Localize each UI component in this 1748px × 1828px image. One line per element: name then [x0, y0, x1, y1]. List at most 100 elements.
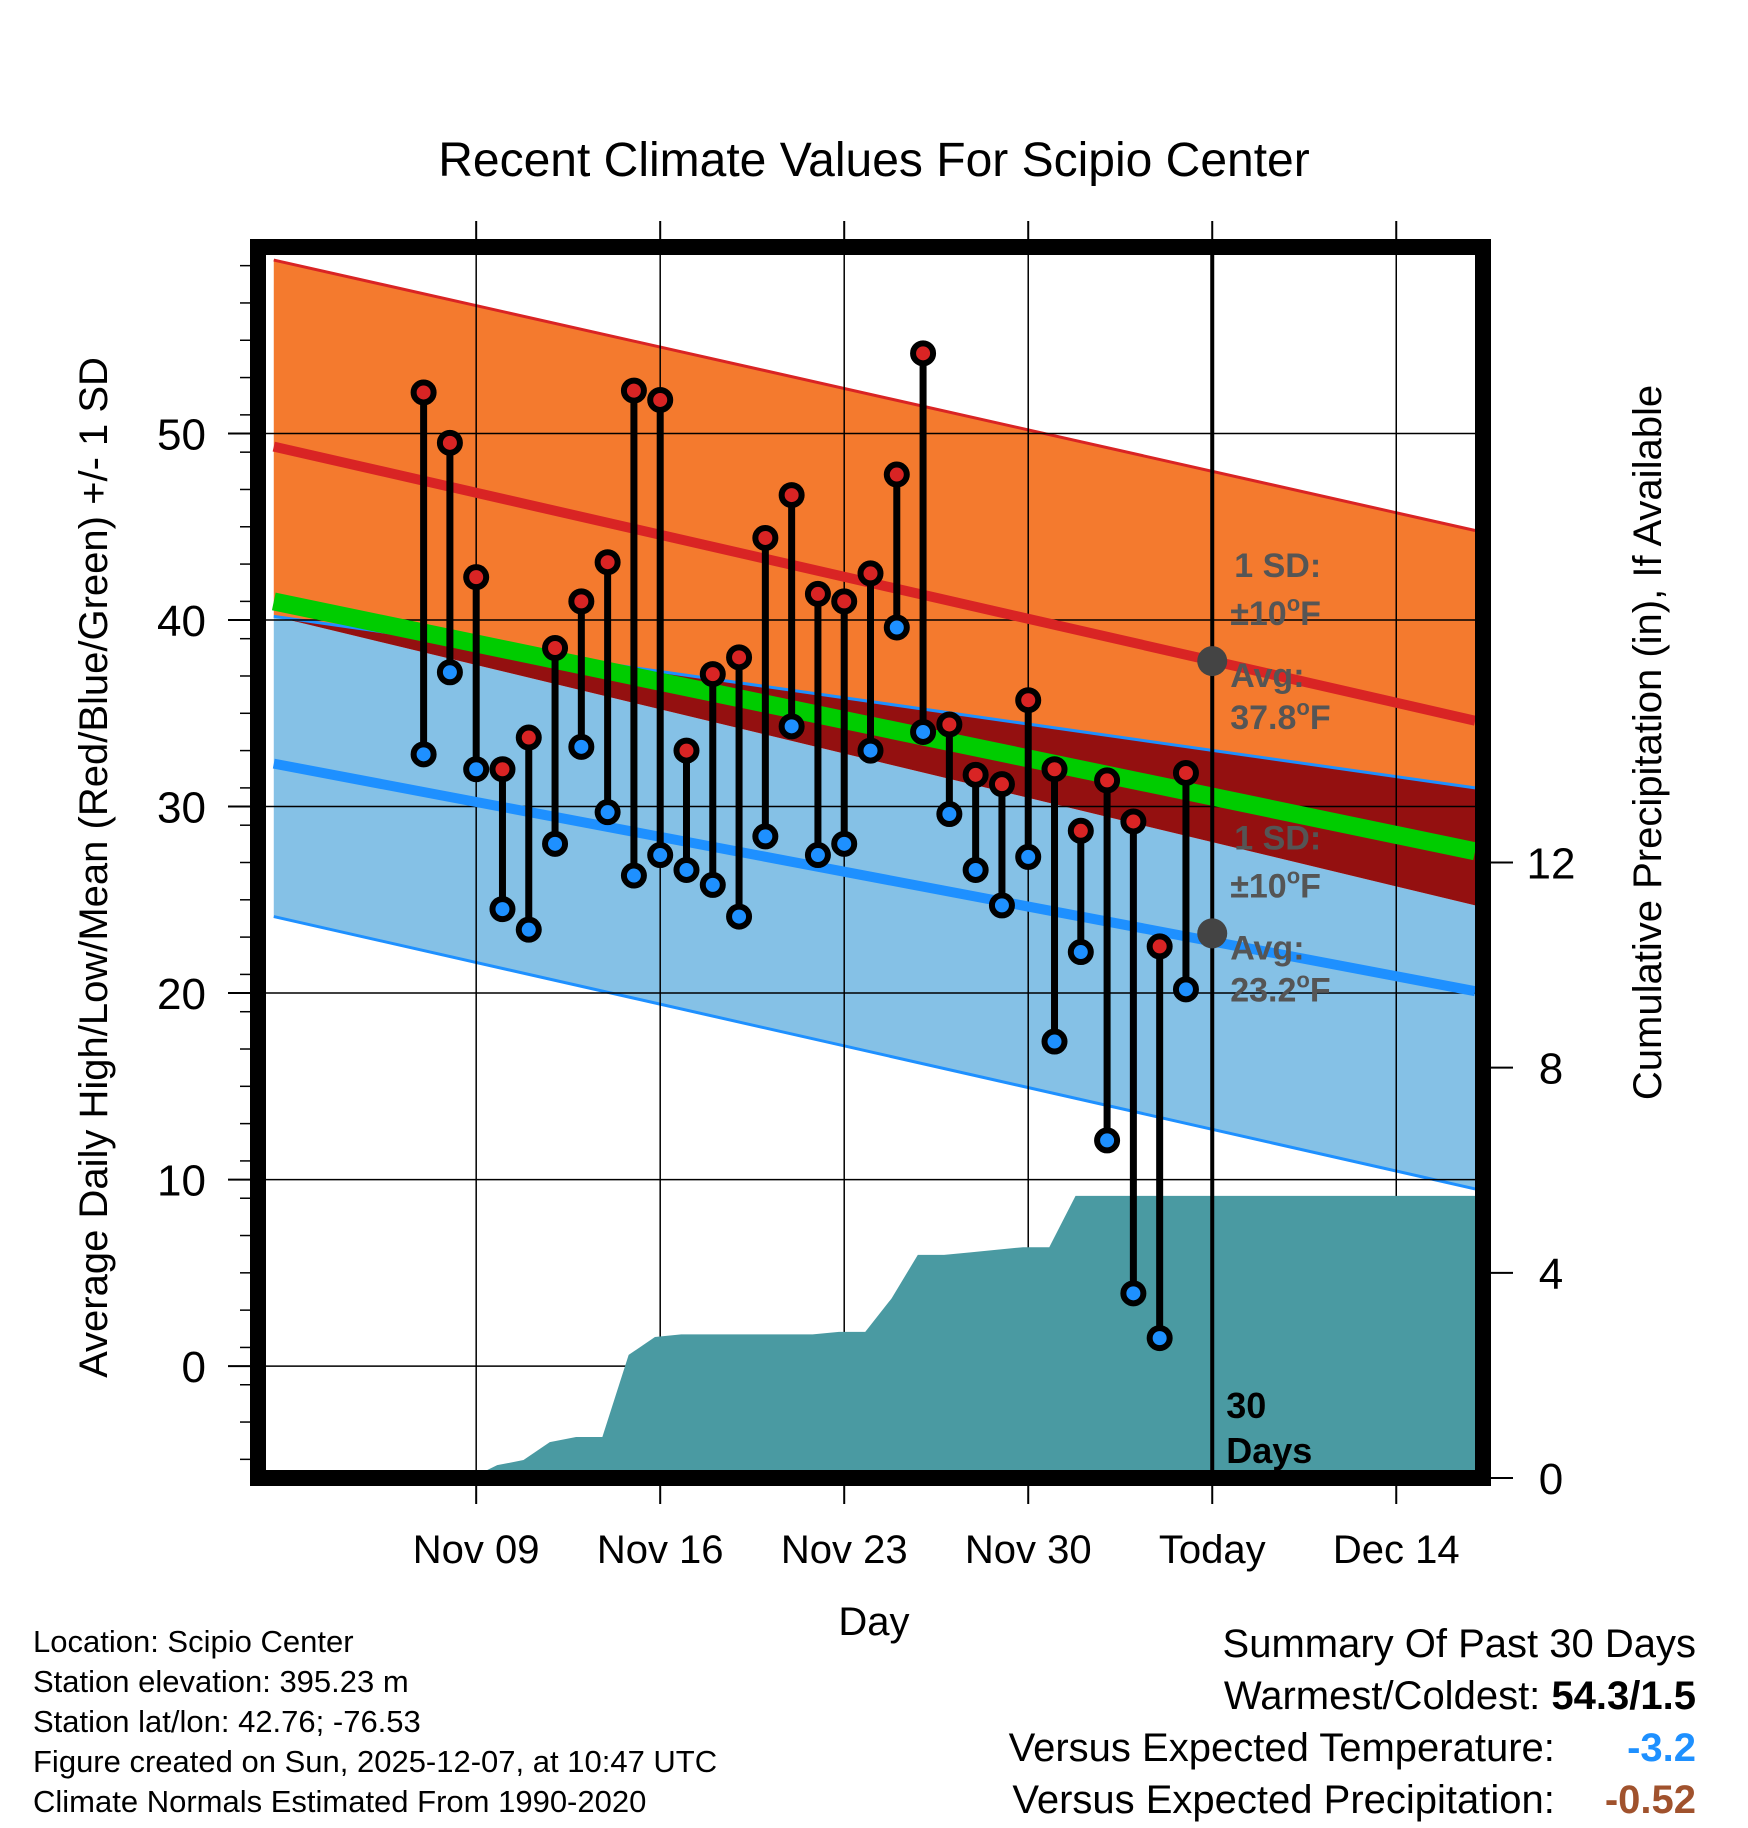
y2-tick-label: 12: [1527, 840, 1576, 889]
obs-high-point: [857, 560, 884, 587]
high-sd-upper-line: [273, 258, 1476, 532]
obs-high-point: [594, 549, 621, 576]
obs-low-point: [1120, 1280, 1147, 1307]
obs-high-point: [620, 377, 647, 404]
obs-low-point: [568, 733, 595, 760]
low-sd-band: [273, 616, 1476, 1189]
obs-high-point: [1120, 808, 1147, 835]
x-axis-label: Day: [838, 1600, 909, 1644]
today-high-avg-marker: [1197, 646, 1228, 677]
obs-high-point: [1146, 933, 1173, 960]
obs-high-point: [542, 635, 569, 662]
y2-axis-label: Cumulative Precipitation (in), If Availa…: [1626, 385, 1670, 1100]
temp-departure-label: Versus Expected Temperature:: [1008, 1726, 1555, 1770]
today-high-avg-label: Avg:: [1230, 657, 1304, 695]
created-text: Figure created on Sun, 2025-12-07, at 10…: [33, 1744, 718, 1779]
today-low-sd-value: ±10oF: [1230, 863, 1321, 905]
y-axis-label: Average Daily High/Low/Mean (Red/Blue/Gr…: [72, 357, 116, 1378]
precip-departure-row: Versus Expected Precipitation: -0.52: [1009, 1774, 1696, 1826]
obs-low-point: [1172, 976, 1199, 1003]
obs-low-point: [1067, 939, 1094, 966]
window-label-line: Days: [1226, 1430, 1312, 1471]
precip-area: [273, 1195, 1476, 1478]
precip-departure-label: Versus Expected Precipitation:: [1012, 1778, 1555, 1822]
obs-high-point: [699, 661, 726, 688]
obs-low-point: [1015, 843, 1042, 870]
obs-high-point: [936, 711, 963, 738]
precip-departure-value: -0.52: [1604, 1778, 1696, 1822]
temp-departure-row: Versus Expected Temperature: -3.2: [1009, 1722, 1696, 1774]
x-tick-label: Dec 14: [1333, 1528, 1460, 1572]
latlon-text: Station lat/lon: 42.76; -76.53: [33, 1704, 421, 1739]
obs-high-point: [515, 724, 542, 751]
obs-low-point: [436, 659, 463, 686]
normals-text: Climate Normals Estimated From 1990-2020: [33, 1784, 647, 1819]
obs-low-point: [831, 830, 858, 857]
location-text: Location: Scipio Center: [33, 1624, 354, 1659]
obs-high-point: [489, 756, 516, 783]
obs-low-point: [594, 799, 621, 826]
low-sd-lower-line: [273, 915, 1476, 1191]
obs-high-point: [883, 461, 910, 488]
temp-departure-value: -3.2: [1627, 1726, 1696, 1770]
obs-high-point: [463, 564, 490, 591]
today-low-sd-label: 1 SD:: [1234, 819, 1321, 857]
today-low-avg-value: 23.2oF: [1230, 967, 1330, 1009]
obs-low-point: [620, 862, 647, 889]
warmest-coldest-value: 54.3/1.5: [1551, 1674, 1696, 1718]
y2-tick-label: 4: [1539, 1250, 1563, 1299]
obs-high-point: [1015, 687, 1042, 714]
obs-high-point: [988, 771, 1015, 798]
x-tick-label: Nov 23: [781, 1528, 908, 1572]
obs-low-point: [699, 871, 726, 898]
today-high-sd-value: ±10oF: [1230, 591, 1321, 633]
obs-high-point: [673, 737, 700, 764]
y-tick-label: 10: [157, 1157, 206, 1206]
x-tick-label: Nov 30: [965, 1528, 1092, 1572]
elevation-text: Station elevation: 395.23 m: [33, 1664, 409, 1699]
obs-high-point: [568, 588, 595, 615]
obs-low-point: [515, 916, 542, 943]
obs-low-point: [1041, 1028, 1068, 1055]
y-tick-label: 40: [157, 597, 206, 646]
obs-low-point: [752, 823, 779, 850]
y2-tick-label: 8: [1539, 1045, 1563, 1094]
obs-low-point: [778, 713, 805, 740]
obs-low-point: [489, 896, 516, 923]
obs-high-point: [1172, 759, 1199, 786]
today-low-avg-marker: [1197, 918, 1228, 949]
obs-high-point: [1041, 756, 1068, 783]
y-tick-label: 50: [157, 411, 206, 460]
obs-low-point: [804, 842, 831, 869]
obs-high-point: [410, 379, 437, 406]
x-tick-label: Nov 09: [413, 1528, 540, 1572]
x-tick-label: Today: [1159, 1528, 1266, 1572]
obs-low-point: [988, 892, 1015, 919]
y-tick-label: 30: [157, 784, 206, 833]
obs-low-point: [647, 842, 674, 869]
window-label-line: 30: [1226, 1385, 1266, 1426]
obs-low-point: [542, 830, 569, 857]
obs-low-point: [910, 718, 937, 745]
warmest-coldest-label: Warmest/Coldest:: [1223, 1674, 1541, 1718]
warmest-coldest-row: Warmest/Coldest: 54.3/1.5: [1009, 1670, 1696, 1722]
today-high-sd-label: 1 SD:: [1234, 547, 1321, 585]
obs-high-point: [647, 386, 674, 413]
obs-high-point: [726, 644, 753, 671]
station-info: Location: Scipio Center Station elevatio…: [33, 1622, 717, 1822]
y2-tick-label: 0: [1539, 1455, 1563, 1504]
obs-low-point: [962, 856, 989, 883]
obs-low-point: [1146, 1325, 1173, 1352]
obs-low-point: [883, 614, 910, 641]
plot-frame: [250, 239, 1491, 1486]
obs-low-point: [463, 756, 490, 783]
obs-high-point: [804, 580, 831, 607]
obs-high-point: [778, 482, 805, 509]
obs-high-point: [752, 524, 779, 551]
obs-low-point: [857, 737, 884, 764]
obs-high-point: [831, 588, 858, 615]
obs-high-point: [1094, 767, 1121, 794]
chart-title: Recent Climate Values For Scipio Center: [438, 134, 1309, 187]
obs-low-point: [673, 856, 700, 883]
